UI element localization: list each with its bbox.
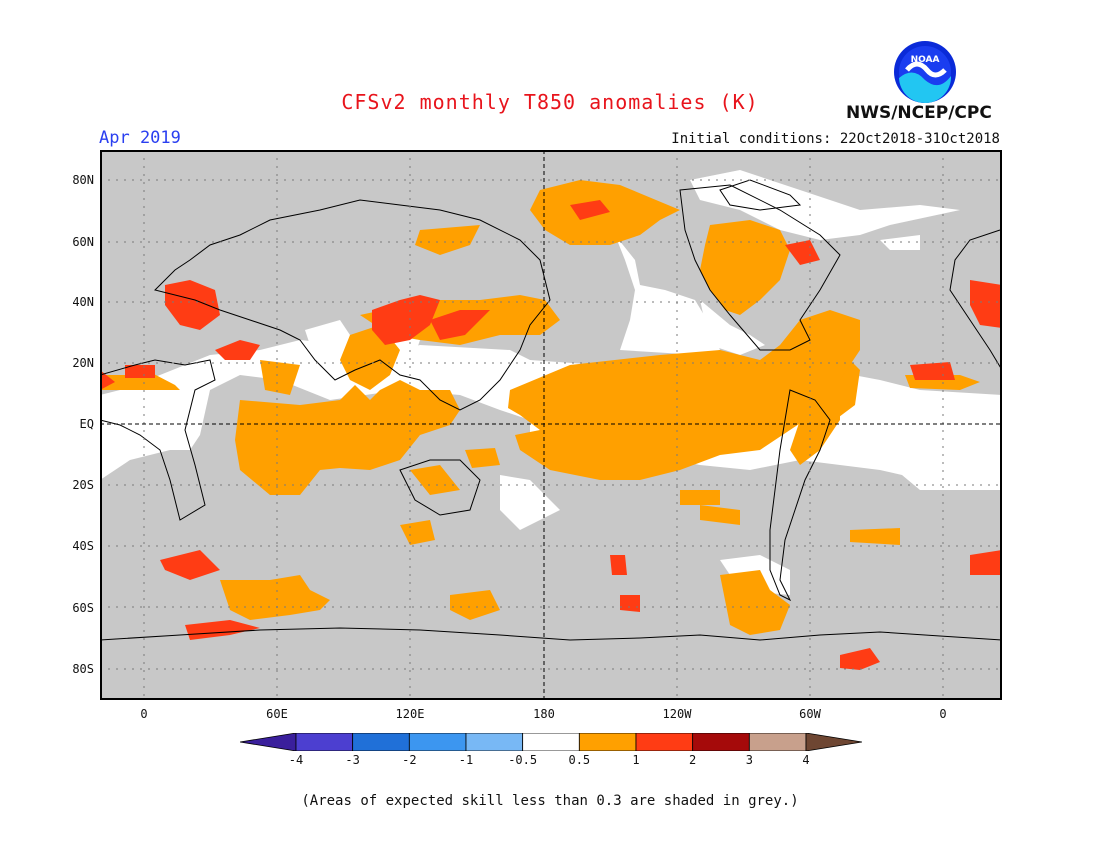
lat-label-40n: 40N (72, 295, 94, 309)
colorbar-cell (352, 733, 410, 751)
colorbar-cell (692, 733, 750, 751)
lon-label-0-east: 0 (939, 707, 947, 721)
colorbar-cell (295, 733, 354, 751)
colorbar-label: 2 (689, 753, 697, 767)
initial-conditions: Initial conditions: 22Oct2018-31Oct2018 (671, 131, 1000, 147)
colorbar-label: 4 (802, 753, 810, 767)
colorbar-cell (805, 733, 862, 751)
colorbar-cell (465, 733, 524, 751)
colorbar-label: 3 (745, 753, 753, 767)
colorbar-label: 1 (632, 753, 640, 767)
lon-label-60e: 60E (266, 707, 288, 721)
colorbar-cell (635, 733, 694, 751)
lat-label-80s: 80S (72, 662, 94, 676)
anomaly-map (100, 150, 1002, 700)
colorbar-label: -3 (345, 753, 360, 767)
colorbar-label: -4 (288, 753, 304, 767)
coastlines (100, 179, 1002, 641)
map-frame (100, 150, 1002, 700)
skill-footnote: (Areas of expected skill less than 0.3 a… (301, 793, 799, 809)
lat-label-eq: EQ (79, 417, 94, 431)
map-title: CFSv2 monthly T850 anomalies (K) (341, 90, 759, 114)
lon-label-120w: 120W (662, 707, 692, 721)
lat-label-60n: 60N (72, 235, 94, 249)
colorbar (240, 733, 862, 751)
colorbar-label: -1 (458, 753, 474, 767)
equator-dateline (100, 150, 1002, 700)
colorbar-label: -0.5 (508, 753, 538, 767)
colorbar-label: 0.5 (568, 753, 591, 767)
colorbar-cell (522, 733, 580, 751)
forecast-month: Apr 2019 (99, 128, 181, 148)
colorbar-cell (240, 733, 297, 751)
colorbar-label: -2 (402, 753, 417, 767)
noaa-logo-icon: NOAA (894, 41, 956, 104)
lat-label-40s: 40S (72, 539, 94, 553)
colorbar-cell (578, 733, 637, 751)
lat-label-60s: 60S (72, 601, 94, 615)
lat-label-20n: 20N (72, 356, 94, 370)
colorbar-cell (748, 733, 807, 751)
agency-label: NWS/NCEP/CPC (846, 103, 992, 123)
lon-label-180: 180 (533, 707, 555, 721)
lat-label-80n: 80N (72, 173, 94, 187)
lon-label-60w: 60W (799, 707, 821, 721)
anomaly-orange-regions (100, 180, 980, 635)
lon-label-0-west: 0 (140, 707, 148, 721)
logo-text: NOAA (911, 55, 940, 65)
anomaly-red-regions (100, 200, 1002, 670)
lat-label-20s: 20S (72, 478, 94, 492)
lon-label-120e: 120E (395, 707, 425, 721)
colorbar-cell (408, 733, 467, 751)
